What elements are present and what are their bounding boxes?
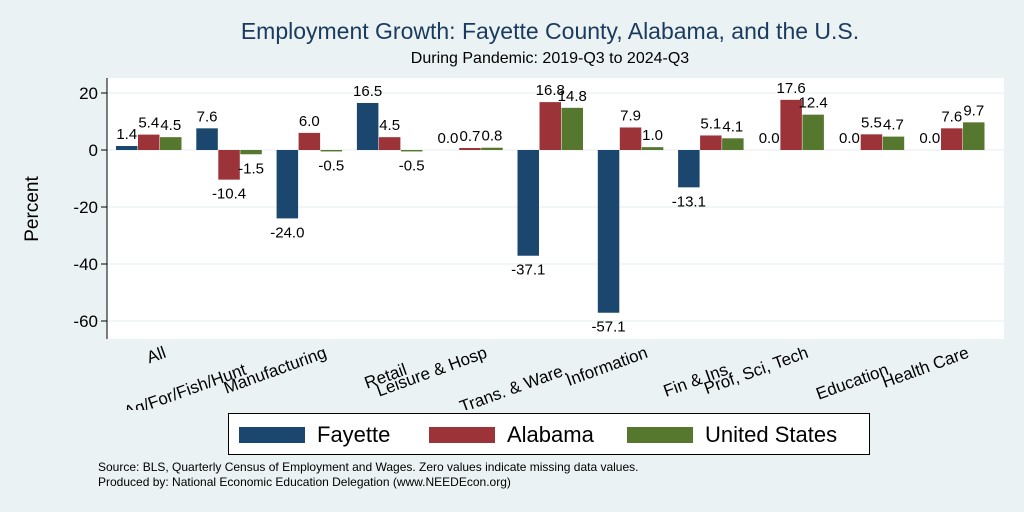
data-label-alabama-ag-for-fish-hunt: -10.4 [212,186,246,203]
y-tick-label: -20 [73,198,98,217]
producer-note: Produced by: National Economic Education… [98,475,511,489]
data-label-fayette-ag-for-fish-hunt: 7.6 [197,108,218,125]
legend-label-alabama: Alabama [507,422,594,447]
bar-fayette-trans-ware [517,150,539,256]
data-label-fayette-retail: 16.5 [353,83,382,100]
data-label-alabama-fin-ins: 5.1 [700,115,721,132]
bar-fayette-fin-ins [678,150,700,188]
bar-fayette-information [597,150,620,313]
data-label-fayette-leisure-hosp: 0.0 [438,130,459,147]
bar-united-states-retail [400,150,423,152]
data-label-alabama-prof-sci-tech: 17.6 [777,80,806,97]
legend-label-united-states: United States [705,422,838,447]
data-label-united-states-manufacturing: -0.5 [318,157,344,174]
bar-alabama-trans-ware [539,102,561,150]
chart-subtitle: During Pandemic: 2019-Q3 to 2024-Q3 [410,50,690,67]
bar-united-states-health-care [963,122,985,150]
bar-chart: 1.45.4 4.57.6-10.4-1.5-24.06.0-0.516.54.5… [22,78,1004,410]
x-tick-label-education: Education [814,360,892,404]
legend-swatch-fayette [239,427,305,443]
bar-united-states-ag-for-fish-hunt [240,150,262,155]
legend-swatch-alabama [429,427,495,443]
legend: Fayette Alabama United States [228,413,870,455]
data-label-fayette-all: 1.4 [116,126,137,143]
data-label-united-states-all: 4.5 [160,117,181,134]
bar-united-states-information [641,147,664,150]
data-label-fayette-prof-sci-tech: 0.0 [759,130,780,147]
x-tick-label-health-care: Health Care [880,343,972,392]
bar-united-states-trans-ware [561,107,583,150]
x-tick-label-information: Information [564,343,650,390]
chart-title: Employment Growth: Fayette County, Alaba… [240,18,860,44]
y-tick-label: 20 [79,84,98,103]
data-label-united-states-leisure-hosp: 0.8 [482,128,503,145]
footer: Source: BLS, Quarterly Census of Employm… [98,460,638,490]
data-label-fayette-fin-ins: -13.1 [672,193,706,210]
y-tick-label: -40 [73,255,98,274]
bar-fayette-retail [356,102,379,150]
data-label-alabama-all: 5.4 [138,115,159,132]
bar-united-states-leisure-hosp [481,147,503,150]
data-label-fayette-trans-ware: -37.1 [511,262,545,279]
bar-fayette-manufacturing [276,150,299,219]
data-label-united-states-fin-ins: 4.1 [722,118,743,135]
data-label-fayette-manufacturing: -24.0 [270,224,304,241]
data-label-alabama-trans-ware: 16.8 [536,82,565,99]
data-label-fayette-education: 0.0 [839,130,860,147]
data-label-alabama-leisure-hosp: 0.7 [460,128,481,145]
bar-alabama-manufacturing [298,132,321,150]
y-axis-label: Percent [22,176,43,242]
bar-alabama-prof-sci-tech [780,99,802,150]
x-tick-label-all: All [144,343,168,367]
y-tick-label: -60 [73,312,98,331]
bar-united-states-all [160,137,182,150]
bar-alabama-all [138,134,160,150]
data-label-fayette-information: -57.1 [591,319,625,336]
bar-fayette-all [116,146,138,150]
bar-alabama-ag-for-fish-hunt [218,150,240,180]
x-tick-label-trans-ware: Trans. & Ware. [457,360,570,410]
bar-alabama-education [860,134,883,150]
data-label-alabama-manufacturing: 6.0 [299,113,320,130]
data-label-alabama-education: 5.5 [861,114,882,131]
data-label-united-states-information: 1.0 [642,127,663,144]
bar-alabama-information [619,127,642,150]
bar-alabama-fin-ins [700,135,722,150]
data-label-united-states-trans-ware: 14.8 [558,88,587,105]
bar-alabama-retail [378,137,401,150]
bar-united-states-education [882,136,905,150]
source-note: Source: BLS, Quarterly Census of Employm… [98,460,639,474]
y-tick-label: 0 [89,141,98,160]
data-label-alabama-health-care: 7.6 [941,108,962,125]
bar-united-states-prof-sci-tech [802,114,824,150]
bar-fayette-ag-for-fish-hunt [196,128,218,150]
legend-swatch-united-states [627,427,693,443]
bar-alabama-health-care [941,128,963,150]
bar-united-states-fin-ins [722,138,744,150]
data-label-united-states-education: 4.7 [883,117,904,134]
bar-alabama-leisure-hosp [459,148,481,150]
data-labels: 1.45.4 4.57.6-10.4-1.5-24.06.0-0.516.54.5… [116,80,984,336]
data-label-united-states-health-care: 9.7 [963,102,984,119]
data-label-united-states-prof-sci-tech: 12.4 [799,95,828,112]
data-label-alabama-retail: 4.5 [379,117,400,134]
bar-united-states-manufacturing [320,150,343,152]
data-label-alabama-information: 7.9 [620,107,641,124]
legend-label-fayette: Fayette [317,422,391,447]
data-label-united-states-retail: -0.5 [399,157,425,174]
data-label-united-states-ag-for-fish-hunt: -1.5 [238,160,264,177]
data-label-fayette-health-care: 0.0 [919,130,940,147]
bars [116,99,985,313]
